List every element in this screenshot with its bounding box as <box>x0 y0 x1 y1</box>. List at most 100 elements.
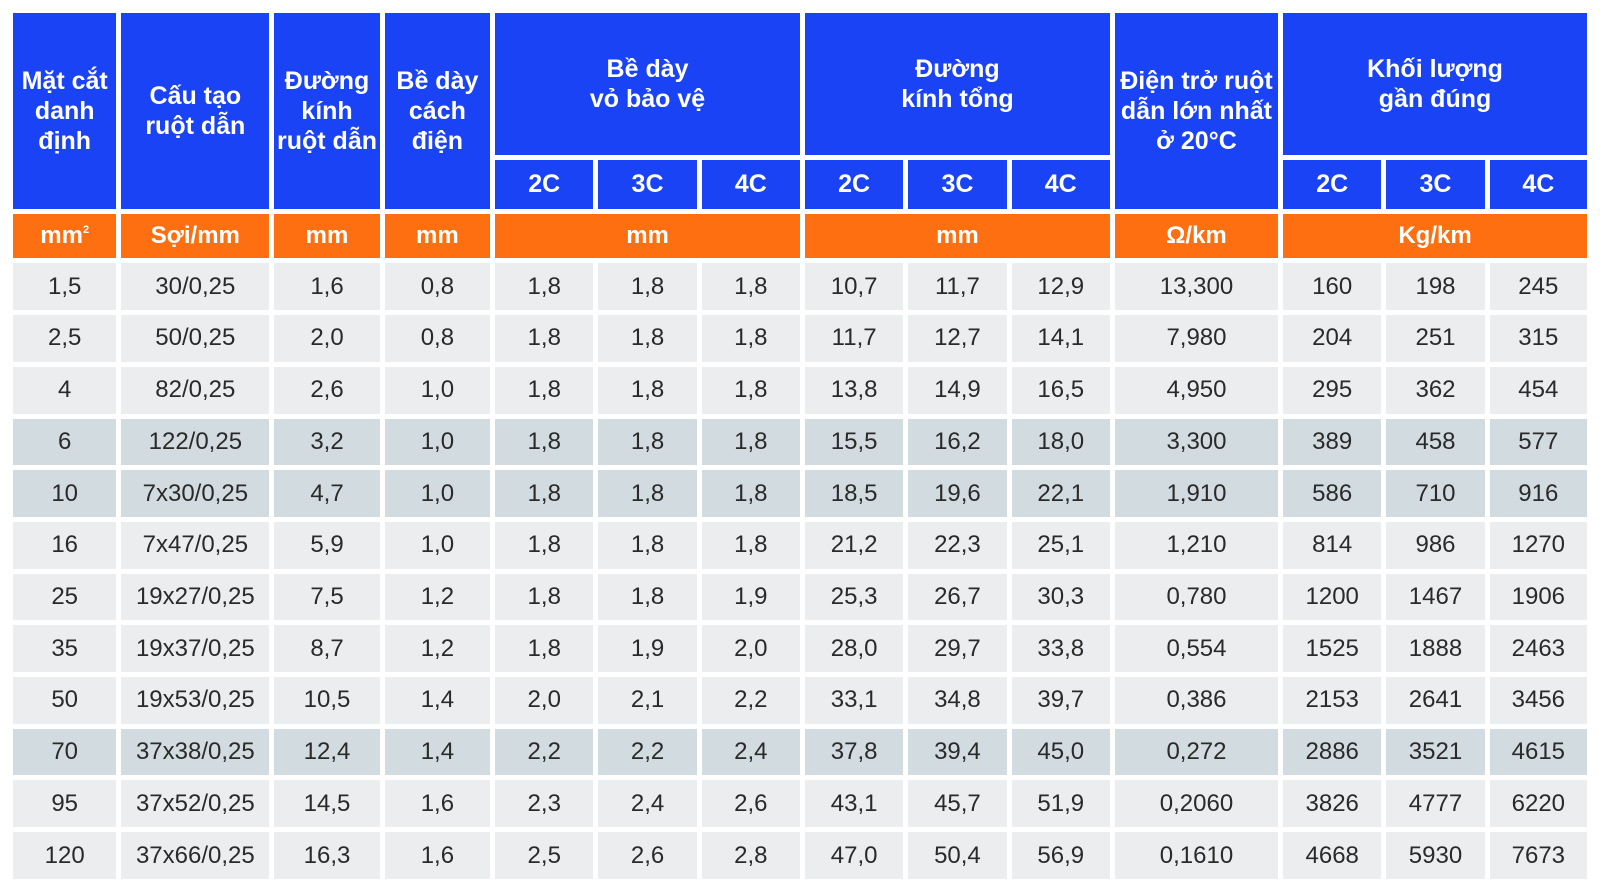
table-cell: 1,8 <box>495 521 594 569</box>
table-cell: 1,910 <box>1114 470 1279 517</box>
table-cell: 1,6 <box>384 780 491 828</box>
table-cell: 1,5 <box>13 263 117 311</box>
table-cell: 5,9 <box>274 521 380 569</box>
table-row: 95 37x52/0,25 14,5 1,6 2,3 2,4 2,6 43,1 45,7 51,9… <box>13 780 1587 828</box>
table-cell: 204 <box>1283 315 1382 362</box>
table-cell: 50 <box>13 677 117 724</box>
table-cell: 2,6 <box>701 780 800 828</box>
table-cell: 1,8 <box>598 521 697 569</box>
table-cell: 2,5 <box>13 315 117 362</box>
table-cell: 16,5 <box>1011 366 1110 414</box>
table-cell: 82/0,25 <box>121 366 270 414</box>
header-duong-kinh-tong: Đường kính tổng <box>804 13 1110 156</box>
table-cell: 29,7 <box>908 625 1007 673</box>
table-cell: 39,7 <box>1011 677 1110 724</box>
table-cell: 1,0 <box>384 366 491 414</box>
table-cell: 45,7 <box>908 780 1007 828</box>
table-cell: 4777 <box>1386 780 1485 828</box>
table-cell: 10,5 <box>274 677 380 724</box>
table-cell: 4668 <box>1283 832 1382 879</box>
subheader-kl-4c: 4C <box>1489 160 1587 209</box>
table-cell: 26,7 <box>908 573 1007 621</box>
table-cell: 1,2 <box>384 625 491 673</box>
table-cell: 916 <box>1489 470 1587 517</box>
table-cell: 30,3 <box>1011 573 1110 621</box>
table-cell: 0,780 <box>1114 573 1279 621</box>
table-row: 70 37x38/0,25 12,4 1,4 2,2 2,2 2,4 37,8 39,4 45,0… <box>13 728 1587 776</box>
table-cell: 6 <box>13 418 117 466</box>
table-cell: 1,8 <box>598 366 697 414</box>
table-cell: 2,8 <box>701 832 800 879</box>
table-cell: 1,8 <box>495 418 594 466</box>
table-cell: 28,0 <box>804 625 904 673</box>
header-duong-kinh-ruot: Đường kính ruột dẫn <box>274 13 380 209</box>
table-cell: 1,9 <box>701 573 800 621</box>
table-cell: 1,8 <box>495 263 594 311</box>
table-cell: 1270 <box>1489 521 1587 569</box>
table-cell: 3521 <box>1386 728 1485 776</box>
table-cell: 2,3 <box>495 780 594 828</box>
unit-duong-kinh-ruot: mm <box>274 213 380 259</box>
table-cell: 1,8 <box>701 263 800 311</box>
table-cell: 21,2 <box>804 521 904 569</box>
table-cell: 2,4 <box>701 728 800 776</box>
table-cell: 4,950 <box>1114 366 1279 414</box>
table-cell: 19x27/0,25 <box>121 573 270 621</box>
subheader-vo-2c: 2C <box>495 160 594 209</box>
subheader-vo-3c: 3C <box>598 160 697 209</box>
table-cell: 389 <box>1283 418 1382 466</box>
table-cell: 6220 <box>1489 780 1587 828</box>
table-cell: 1,8 <box>701 521 800 569</box>
table-cell: 5930 <box>1386 832 1485 879</box>
table-cell: 454 <box>1489 366 1587 414</box>
table-cell: 4 <box>13 366 117 414</box>
unit-be-day-vo: mm <box>495 213 800 259</box>
header-be-day-vo: Bề dày vỏ bảo vệ <box>495 13 800 156</box>
table-cell: 315 <box>1489 315 1587 362</box>
table-cell: 1,6 <box>384 832 491 879</box>
subheader-kl-3c: 3C <box>1386 160 1485 209</box>
table-cell: 2,4 <box>598 780 697 828</box>
table-cell: 3456 <box>1489 677 1587 724</box>
table-cell: 7673 <box>1489 832 1587 879</box>
table-cell: 8,7 <box>274 625 380 673</box>
table-cell: 70 <box>13 728 117 776</box>
table-cell: 13,300 <box>1114 263 1279 311</box>
table-cell: 120 <box>13 832 117 879</box>
unit-be-day-cach-dien: mm <box>384 213 491 259</box>
table-cell: 10 <box>13 470 117 517</box>
table-cell: 51,9 <box>1011 780 1110 828</box>
unit-dien-tro: Ω/km <box>1114 213 1279 259</box>
unit-khoi-luong: Kg/km <box>1283 213 1587 259</box>
table-cell: 814 <box>1283 521 1382 569</box>
table-row: 25 19x27/0,25 7,5 1,2 1,8 1,8 1,9 25,3 26,7 30,3 0… <box>13 573 1587 621</box>
table-cell: 0,8 <box>384 263 491 311</box>
table-cell: 1,8 <box>701 470 800 517</box>
table-cell: 25,1 <box>1011 521 1110 569</box>
table-cell: 16 <box>13 521 117 569</box>
table-cell: 1,8 <box>598 418 697 466</box>
table-cell: 12,7 <box>908 315 1007 362</box>
header-khoi-luong: Khối lượng gần đúng <box>1283 13 1587 156</box>
table-cell: 16,2 <box>908 418 1007 466</box>
table-cell: 1,210 <box>1114 521 1279 569</box>
table-cell: 45,0 <box>1011 728 1110 776</box>
table-cell: 2,6 <box>274 366 380 414</box>
table-cell: 122/0,25 <box>121 418 270 466</box>
table-cell: 577 <box>1489 418 1587 466</box>
table-cell: 2,6 <box>598 832 697 879</box>
unit-duong-kinh-tong: mm <box>804 213 1110 259</box>
table-cell: 1906 <box>1489 573 1587 621</box>
table-cell: 1525 <box>1283 625 1382 673</box>
table-cell: 3,2 <box>274 418 380 466</box>
table-cell: 3826 <box>1283 780 1382 828</box>
table-cell: 2,2 <box>701 677 800 724</box>
table-cell: 1200 <box>1283 573 1382 621</box>
table-cell: 1,2 <box>384 573 491 621</box>
table-cell: 362 <box>1386 366 1485 414</box>
table-cell: 160 <box>1283 263 1382 311</box>
table-cell: 43,1 <box>804 780 904 828</box>
table-cell: 10,7 <box>804 263 904 311</box>
table-cell: 458 <box>1386 418 1485 466</box>
subheader-vo-4c: 4C <box>701 160 800 209</box>
